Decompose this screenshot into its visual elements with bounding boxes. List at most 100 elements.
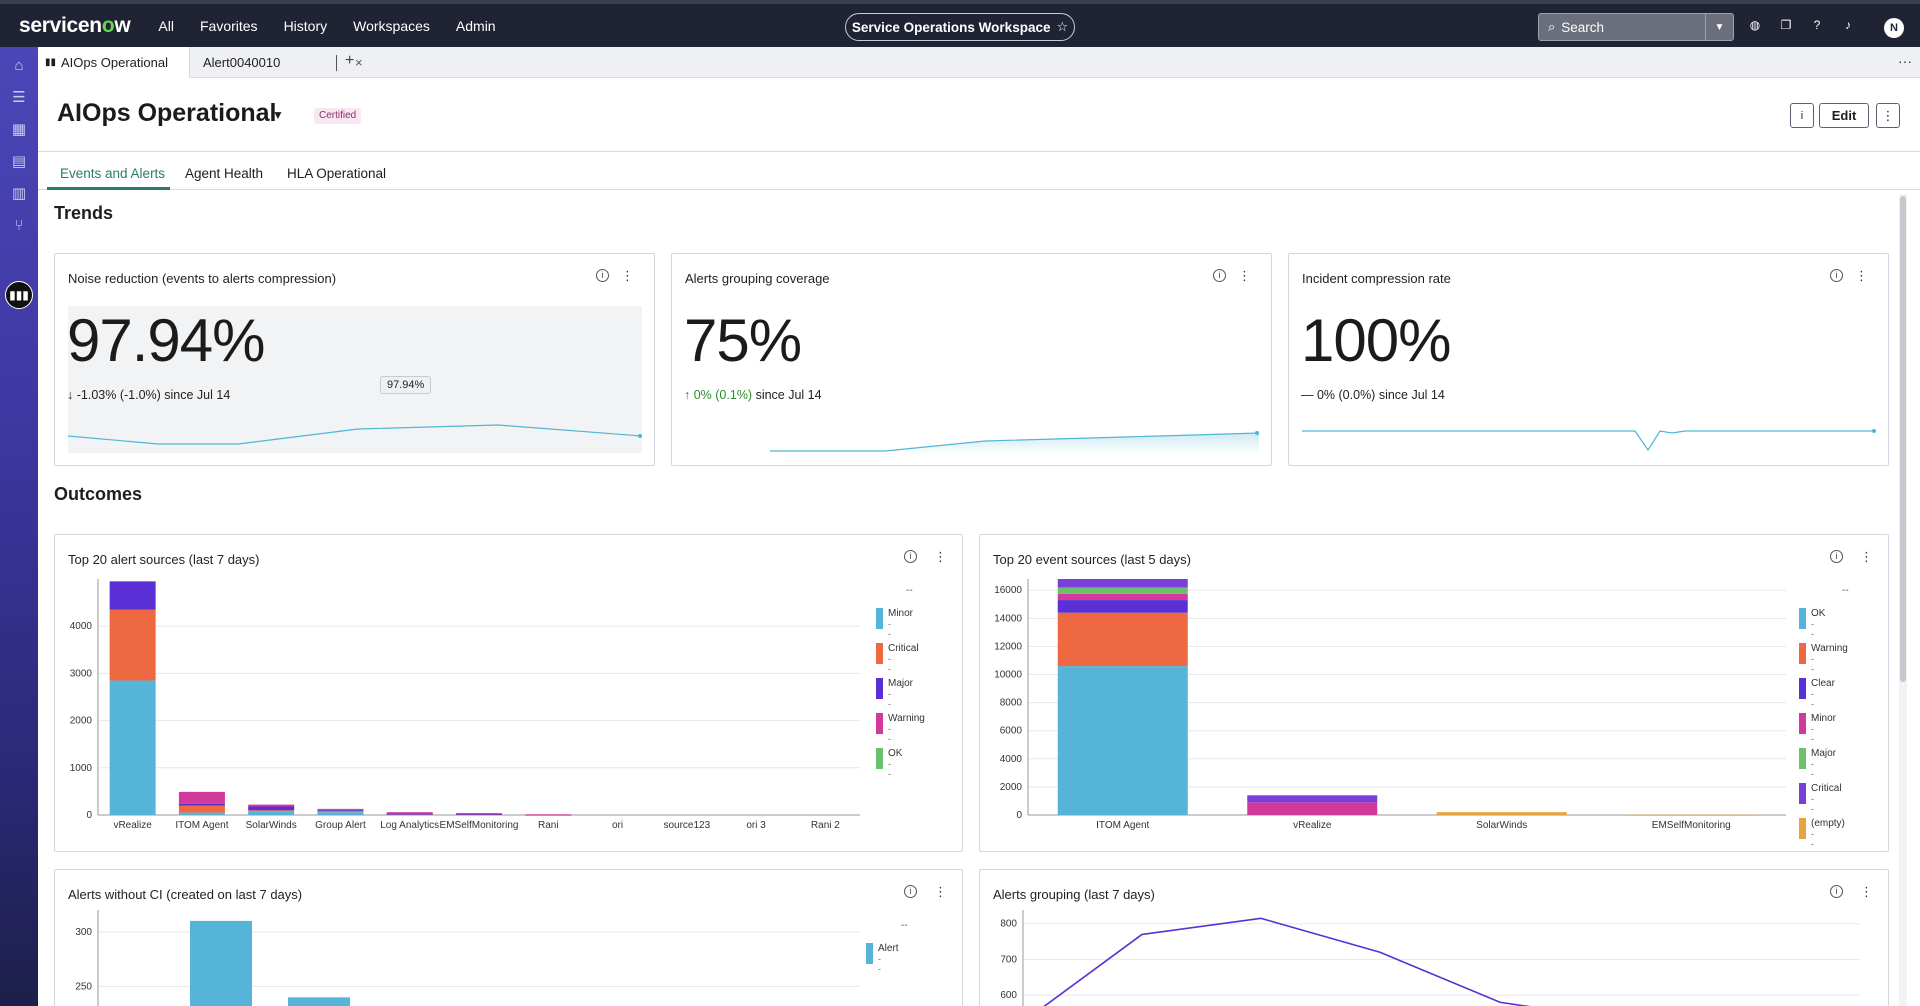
tab-hla-operational[interactable]: HLA Operational: [287, 166, 387, 181]
caret-down-icon[interactable]: ▼: [272, 108, 284, 122]
section-trends: Trends: [54, 203, 114, 223]
info-icon[interactable]: i: [596, 269, 609, 282]
info-icon[interactable]: i: [1830, 885, 1843, 898]
sparkline-line: [1302, 430, 1876, 452]
bar-segment: [317, 808, 364, 810]
alerts-grouping-coverage-card: Alerts grouping coverage i ⋮ 75% ↑ 0% (0…: [671, 253, 1272, 466]
y-tick-label: 700: [1000, 954, 1017, 965]
arrow-up-icon: ↑: [684, 388, 691, 402]
arrow-down-icon: ↓: [67, 388, 74, 402]
legend-value: --: [1811, 619, 1814, 639]
tab-events-and-alerts[interactable]: Events and Alerts: [60, 166, 166, 181]
kebab-icon[interactable]: ⋮: [621, 268, 634, 283]
kebab-icon[interactable]: ⋮: [1238, 268, 1251, 283]
kebab-icon[interactable]: ⋮: [1860, 549, 1873, 564]
card-title: Alerts without CI (created on last 7 day…: [68, 887, 303, 902]
menu-workspaces[interactable]: Workspaces: [353, 17, 430, 34]
code-file-icon[interactable]: ▤: [11, 153, 27, 170]
help-icon[interactable]: ?: [1813, 18, 1821, 32]
bar-segment: [248, 811, 295, 815]
legend-swatch: [876, 748, 883, 769]
search-placeholder: Search: [1561, 19, 1605, 35]
legend-label: Minor: [888, 608, 914, 619]
servicenow-logo[interactable]: servicenow: [19, 13, 131, 37]
home-icon[interactable]: ⌂: [14, 57, 24, 74]
kebab-icon[interactable]: ⋮: [1860, 884, 1873, 899]
add-tab-icon[interactable]: +: [345, 52, 355, 69]
chat-icon[interactable]: ❐: [1780, 18, 1792, 32]
info-button[interactable]: i: [1790, 103, 1814, 128]
info-icon[interactable]: i: [1830, 269, 1843, 282]
x-tick-label: ITOM Agent: [1096, 820, 1149, 831]
more-actions-button[interactable]: ⋮: [1876, 103, 1900, 128]
grid-icon[interactable]: ▦: [11, 121, 27, 138]
kebab-icon[interactable]: ⋮: [934, 884, 947, 899]
card-title: Alerts grouping (last 7 days): [993, 887, 1155, 902]
legend-value: --: [878, 954, 881, 974]
tab-aiops-operational[interactable]: ▮▮ AIOps Operational: [38, 47, 190, 78]
bar-segment: [1057, 579, 1188, 588]
bar-segment: [1436, 812, 1567, 815]
search-scope-dropdown[interactable]: ▼: [1705, 14, 1733, 40]
x-tick-label: ori 3: [746, 820, 766, 831]
kebab-icon[interactable]: ⋮: [934, 549, 947, 564]
legend-label: (empty): [1811, 818, 1845, 829]
more-icon[interactable]: ···: [1898, 53, 1912, 69]
legend-value: --: [1811, 689, 1814, 709]
metric-value: 75%: [684, 307, 802, 374]
y-tick-label: 2000: [1000, 782, 1023, 793]
legend-swatch: [1799, 748, 1806, 769]
info-icon[interactable]: i: [1213, 269, 1226, 282]
active-tab-indicator: [47, 187, 170, 190]
global-search[interactable]: ⌕ Search ▼: [1538, 13, 1734, 41]
flow-icon[interactable]: ⑂: [14, 217, 24, 234]
star-icon[interactable]: ☆: [1056, 19, 1069, 34]
info-icon[interactable]: i: [904, 550, 917, 563]
legend-label: Warning: [888, 713, 925, 724]
info-icon[interactable]: i: [1830, 550, 1843, 563]
legend-swatch: [876, 713, 883, 734]
sparkline-end-point: [1255, 431, 1259, 435]
bar-segment: [248, 810, 295, 812]
bell-icon[interactable]: ♪: [1845, 18, 1851, 32]
kebab-icon[interactable]: ⋮: [1855, 268, 1868, 283]
x-tick-label: source123: [663, 820, 710, 831]
legend-swatch: [1799, 783, 1806, 804]
alerts-without-ci-chart: 250 300: [75, 910, 860, 1006]
workspace-pill[interactable]: Service Operations Workspace ☆: [845, 13, 1075, 41]
tab-agent-health[interactable]: Agent Health: [185, 166, 264, 181]
list-icon[interactable]: ☰: [12, 89, 26, 106]
y-tick-label: 3000: [70, 668, 93, 679]
legend-swatch: [876, 643, 883, 664]
bar-segment: [178, 791, 225, 804]
scrollbar-track[interactable]: [1899, 194, 1907, 1006]
legend-value: --: [888, 689, 891, 709]
edit-button[interactable]: Edit: [1819, 103, 1869, 128]
close-icon[interactable]: ×: [355, 55, 363, 70]
scrollbar-thumb[interactable]: [1900, 196, 1906, 682]
avatar[interactable]: N: [1884, 18, 1904, 38]
menu-history[interactable]: History: [283, 17, 328, 34]
tab-alert[interactable]: Alert0040010 ×: [203, 55, 363, 70]
metric-delta: — 0% (0.0%) since Jul 14: [1301, 388, 1445, 402]
legend-swatch: [1799, 818, 1806, 839]
menu-admin[interactable]: Admin: [455, 17, 496, 34]
menu-favorites[interactable]: Favorites: [199, 17, 258, 34]
records-icon[interactable]: ▥: [11, 185, 27, 202]
info-icon[interactable]: i: [904, 885, 917, 898]
y-tick-label: 6000: [1000, 726, 1023, 737]
sparkline-end-point: [1872, 429, 1876, 433]
sparkline-line: [68, 424, 642, 445]
y-tick-label: 0: [86, 810, 92, 821]
bar-segment: [1247, 795, 1378, 803]
legend-value: --: [888, 619, 891, 639]
dashboard-icon[interactable]: ▮▮▮: [5, 281, 33, 309]
alerts-without-ci-card: Alerts without CI (created on last 7 day…: [54, 869, 963, 1006]
globe-icon[interactable]: ◍: [1749, 18, 1761, 32]
top-icons: ◍ ❐ ? ♪: [1748, 18, 1872, 32]
legend-swatch: [1799, 643, 1806, 664]
x-tick-label: vRealize: [113, 820, 152, 831]
metric-delta: ↓ -1.03% (-1.0%) since Jul 14: [67, 388, 231, 402]
menu-all[interactable]: All: [158, 17, 174, 34]
legend-label: OK: [888, 748, 903, 759]
